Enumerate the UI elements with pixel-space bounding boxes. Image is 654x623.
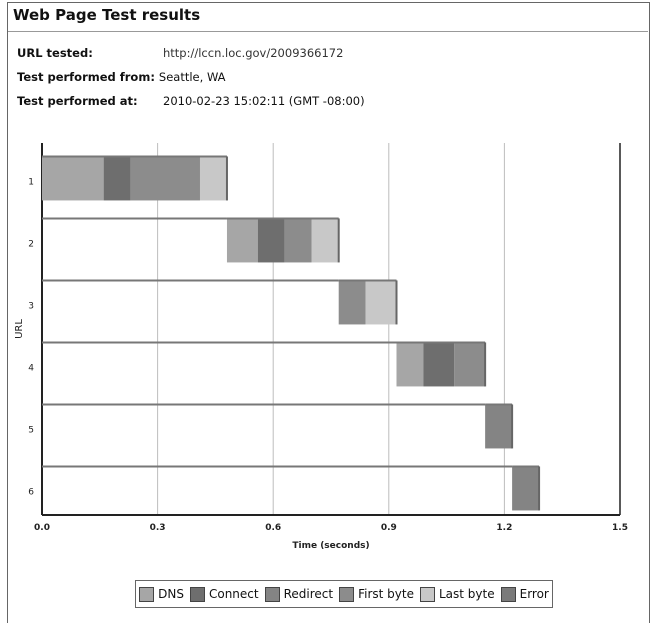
- y-tick-label: 1: [28, 177, 34, 187]
- y-tick-label: 4: [28, 363, 34, 373]
- bar-segment: [311, 218, 339, 263]
- legend-swatch: [189, 586, 205, 602]
- legend-item: Last byte: [419, 586, 495, 602]
- x-tick-label: 0.6: [265, 523, 281, 533]
- test-at-row: Test performed at: 2010-02-23 15:02:11 (G…: [17, 94, 365, 108]
- url-tested-label: URL tested:: [17, 46, 93, 60]
- legend-label: DNS: [158, 587, 184, 601]
- legend-swatch: [500, 586, 516, 602]
- legend-swatch: [419, 586, 435, 602]
- x-tick-label: 1.5: [612, 523, 628, 533]
- y-axis-label: URL: [14, 319, 25, 339]
- legend-label: Last byte: [438, 587, 495, 601]
- bar-segment: [512, 466, 540, 511]
- bar-segment: [103, 156, 131, 201]
- legend-item: Error: [500, 586, 549, 602]
- x-tick-label: 0.9: [381, 523, 397, 533]
- test-from-row: Test performed from: Seattle, WA: [17, 70, 226, 84]
- legend-item: Connect: [189, 586, 259, 602]
- title-divider: [8, 31, 648, 32]
- page-title: Web Page Test results: [13, 6, 201, 24]
- test-from-label: Test performed from:: [17, 70, 155, 84]
- legend-swatch: [339, 586, 355, 602]
- bar-segment: [42, 156, 104, 201]
- x-tick-label: 0.0: [34, 523, 50, 533]
- legend-label: Connect: [208, 587, 259, 601]
- y-tick-label: 5: [28, 425, 34, 435]
- legend-swatch: [264, 586, 280, 602]
- results-panel: [7, 2, 650, 623]
- bar-segment: [226, 218, 258, 263]
- x-tick-label: 1.2: [496, 523, 512, 533]
- legend-item: First byte: [339, 586, 414, 602]
- x-tick-label: 0.3: [150, 523, 166, 533]
- url-tested-row: URL tested: http://lccn.loc.gov/200936617…: [17, 46, 343, 60]
- bar-segment: [284, 218, 312, 263]
- legend-item: DNS: [139, 586, 184, 602]
- url-tested-value[interactable]: http://lccn.loc.gov/2009366172: [163, 46, 344, 60]
- y-tick-label: 3: [28, 301, 34, 311]
- bar-segment: [365, 280, 397, 325]
- bar-segment: [423, 342, 455, 387]
- bar-segment: [257, 218, 285, 263]
- legend-label: Redirect: [283, 587, 334, 601]
- chart-legend: DNS Connect Redirect First byte Last byte Err…: [135, 580, 553, 608]
- y-tick-label: 2: [28, 239, 34, 249]
- y-tick-label: 6: [28, 487, 34, 497]
- legend-swatch: [139, 586, 155, 602]
- x-axis-label: Time (seconds): [292, 541, 369, 551]
- waterfall-chart: 0.0 0.3 0.6 0.9 1.2 1.5 Time (seconds) URL 1 2 3 4 5…: [14, 143, 628, 551]
- legend-label: First byte: [358, 587, 414, 601]
- test-at-label: Test performed at:: [17, 94, 138, 108]
- legend-item: Redirect: [264, 586, 334, 602]
- bar-segment: [199, 156, 227, 201]
- bar-segment: [396, 342, 424, 387]
- legend-label: Error: [519, 587, 549, 601]
- test-at-value: 2010-02-23 15:02:11 (GMT -08:00): [163, 94, 365, 108]
- bar-segment: [130, 156, 200, 201]
- test-from-value: Seattle, WA: [158, 70, 226, 84]
- bar-segment: [485, 404, 513, 449]
- bar-segment: [454, 342, 486, 387]
- bar-segment: [338, 280, 366, 325]
